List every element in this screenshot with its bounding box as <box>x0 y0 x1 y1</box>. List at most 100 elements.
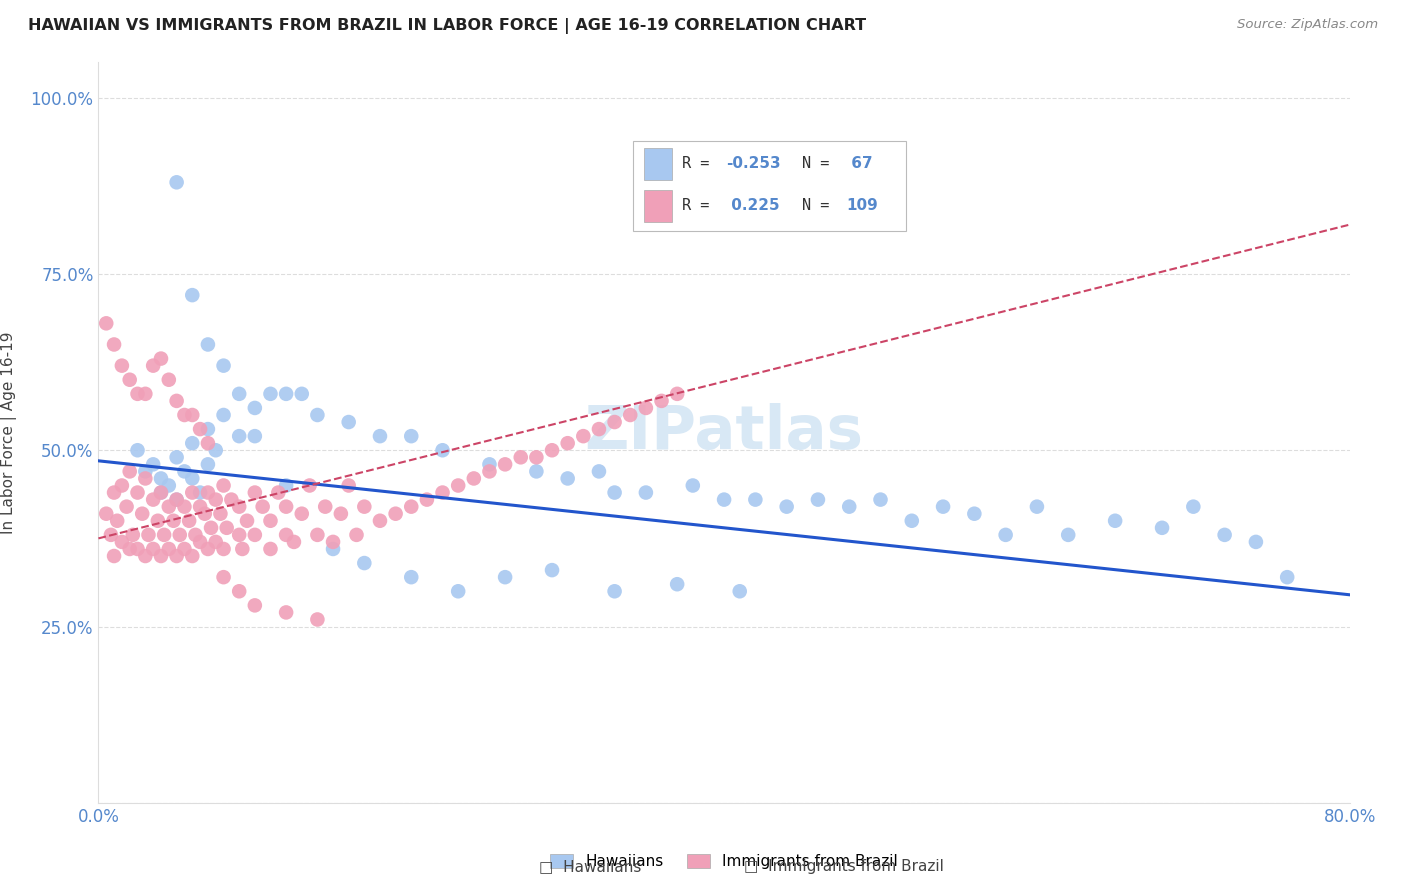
Text: -0.253: -0.253 <box>725 156 780 171</box>
Point <box>932 500 955 514</box>
Point <box>650 393 672 408</box>
Text: 109: 109 <box>846 198 877 213</box>
Point <box>103 549 125 563</box>
Point <box>118 373 141 387</box>
Text: N =: N = <box>803 198 839 213</box>
Point <box>150 549 173 563</box>
Point <box>228 500 250 514</box>
Point <box>994 528 1017 542</box>
Point <box>134 549 156 563</box>
Point <box>96 316 118 330</box>
Point <box>197 458 219 472</box>
Point <box>1026 500 1049 514</box>
Point <box>212 359 235 373</box>
Point <box>368 514 391 528</box>
Point <box>134 387 156 401</box>
Text: R =: R = <box>682 198 718 213</box>
Point <box>142 541 165 556</box>
Point <box>194 507 217 521</box>
Point <box>228 429 250 443</box>
Point <box>353 556 375 570</box>
Point <box>173 408 195 422</box>
Point <box>447 478 470 492</box>
Point <box>274 387 298 401</box>
Point <box>682 478 704 492</box>
Point <box>197 436 219 450</box>
Point <box>401 429 423 443</box>
Point <box>416 492 439 507</box>
Point <box>157 500 180 514</box>
Point <box>118 464 141 478</box>
Point <box>267 485 290 500</box>
Point <box>283 535 305 549</box>
Point <box>103 337 125 351</box>
Point <box>105 514 128 528</box>
Point <box>231 541 253 556</box>
Point <box>274 500 298 514</box>
Point <box>259 541 281 556</box>
Point <box>307 612 329 626</box>
Point <box>728 584 751 599</box>
Point <box>274 528 298 542</box>
Point <box>127 485 149 500</box>
Point <box>131 507 153 521</box>
Point <box>181 549 204 563</box>
Point <box>541 563 564 577</box>
Point <box>291 507 314 521</box>
Point <box>291 387 314 401</box>
Point <box>713 492 735 507</box>
Text: N =: N = <box>803 156 839 171</box>
Point <box>184 528 207 542</box>
Point <box>494 570 516 584</box>
Point <box>243 599 266 613</box>
Point <box>212 541 235 556</box>
Point <box>329 507 352 521</box>
Point <box>619 408 641 422</box>
Point <box>494 458 516 472</box>
Point <box>146 514 169 528</box>
Point <box>478 464 501 478</box>
Text: 67: 67 <box>846 156 873 171</box>
Point <box>111 359 134 373</box>
Point <box>384 507 406 521</box>
Point <box>243 528 266 542</box>
Point <box>807 492 830 507</box>
Point <box>322 541 344 556</box>
Point <box>221 492 243 507</box>
Point <box>463 471 485 485</box>
Text: HAWAIIAN VS IMMIGRANTS FROM BRAZIL IN LABOR FORCE | AGE 16-19 CORRELATION CHART: HAWAIIAN VS IMMIGRANTS FROM BRAZIL IN LA… <box>28 18 866 34</box>
Point <box>776 500 799 514</box>
Point <box>307 408 329 422</box>
Point <box>166 549 188 563</box>
Text: □  Hawaiians: □ Hawaiians <box>540 859 641 874</box>
Point <box>337 415 360 429</box>
Point <box>204 443 226 458</box>
Bar <box>644 148 672 180</box>
Point <box>744 492 766 507</box>
Point <box>212 408 235 422</box>
Text: □  Immigrants from Brazil: □ Immigrants from Brazil <box>744 859 943 874</box>
Point <box>111 478 134 492</box>
Point <box>634 401 657 415</box>
Point <box>157 478 180 492</box>
Legend: Hawaiians, Immigrants from Brazil: Hawaiians, Immigrants from Brazil <box>551 855 897 869</box>
Point <box>138 528 160 542</box>
Point <box>173 464 195 478</box>
Point <box>181 485 204 500</box>
Point <box>111 535 134 549</box>
Point <box>1213 528 1236 542</box>
Point <box>150 485 173 500</box>
Point <box>526 464 548 478</box>
Point <box>157 373 180 387</box>
Point <box>298 478 321 492</box>
Point <box>259 514 281 528</box>
Point <box>173 541 195 556</box>
Point <box>197 337 219 351</box>
Point <box>118 541 141 556</box>
Text: ZIPatlas: ZIPatlas <box>585 403 863 462</box>
Point <box>900 514 922 528</box>
Y-axis label: In Labor Force | Age 16-19: In Labor Force | Age 16-19 <box>0 331 17 534</box>
Point <box>212 570 235 584</box>
Point <box>572 429 595 443</box>
Point <box>1104 514 1126 528</box>
